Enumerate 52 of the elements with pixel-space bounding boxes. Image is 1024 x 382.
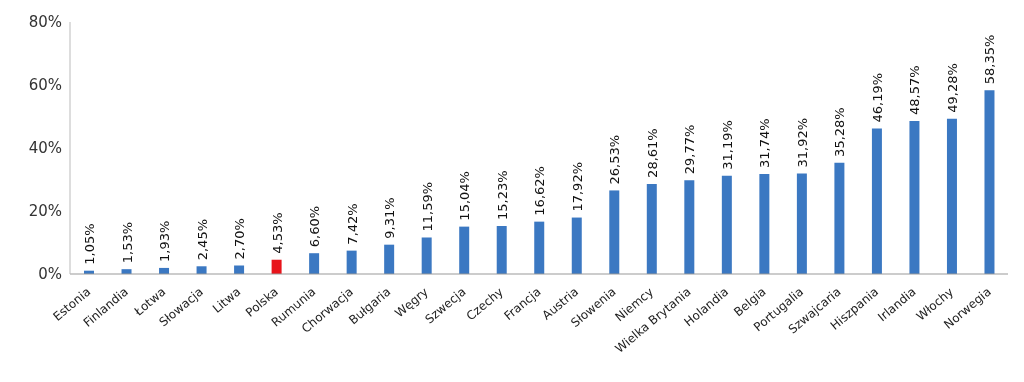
bar: [496, 226, 507, 274]
data-label: 28,61%: [644, 128, 660, 178]
bar: [646, 183, 657, 274]
data-label: 48,57%: [907, 65, 923, 115]
bar: [421, 237, 432, 274]
data-label: 4,53%: [269, 212, 285, 254]
data-label: 49,28%: [944, 63, 960, 113]
bar: [609, 190, 620, 274]
y-tick-label: 80%: [28, 13, 62, 32]
data-label: 11,59%: [419, 181, 435, 232]
data-label: 31,92%: [794, 117, 810, 168]
bar: [684, 180, 695, 274]
data-label: 6,60%: [307, 205, 323, 248]
bar: [909, 121, 920, 274]
bar: [796, 173, 807, 274]
data-label: 26,53%: [607, 134, 623, 185]
bar: [834, 162, 845, 274]
data-label: 58,35%: [982, 34, 998, 85]
bar: [459, 226, 470, 274]
bar: [196, 266, 207, 274]
bar: [759, 174, 770, 274]
y-tick-label: 0%: [38, 265, 62, 284]
data-label: 31,19%: [719, 120, 735, 170]
y-tick-label: 20%: [28, 202, 62, 221]
bar: [571, 217, 582, 274]
data-label: 1,05%: [82, 223, 97, 265]
data-label: 15,04%: [457, 171, 473, 221]
bar: [384, 244, 395, 274]
bar: [721, 175, 732, 274]
data-label: 31,74%: [757, 118, 773, 169]
data-label: 9,31%: [382, 197, 398, 239]
data-label: 2,45%: [194, 218, 210, 261]
data-label: 46,19%: [869, 72, 885, 123]
bar: [534, 221, 545, 274]
data-label: 35,28%: [832, 107, 848, 157]
data-label: 29,77%: [682, 124, 698, 175]
bar: [946, 118, 957, 274]
data-label: 16,62%: [532, 166, 548, 216]
data-label: 17,92%: [569, 161, 585, 212]
data-label: 2,70%: [232, 218, 248, 260]
bar: [234, 265, 245, 274]
bar: [309, 253, 320, 274]
bar: [984, 90, 995, 274]
bar: [871, 128, 882, 274]
bar: [346, 250, 357, 274]
y-tick-label: 40%: [28, 139, 62, 158]
data-label: 15,23%: [494, 170, 510, 221]
bar: [271, 259, 282, 274]
data-label: 7,42%: [344, 203, 360, 245]
data-label: 1,53%: [119, 221, 135, 264]
data-label: 1,93%: [157, 220, 173, 262]
y-tick-label: 60%: [28, 76, 62, 95]
